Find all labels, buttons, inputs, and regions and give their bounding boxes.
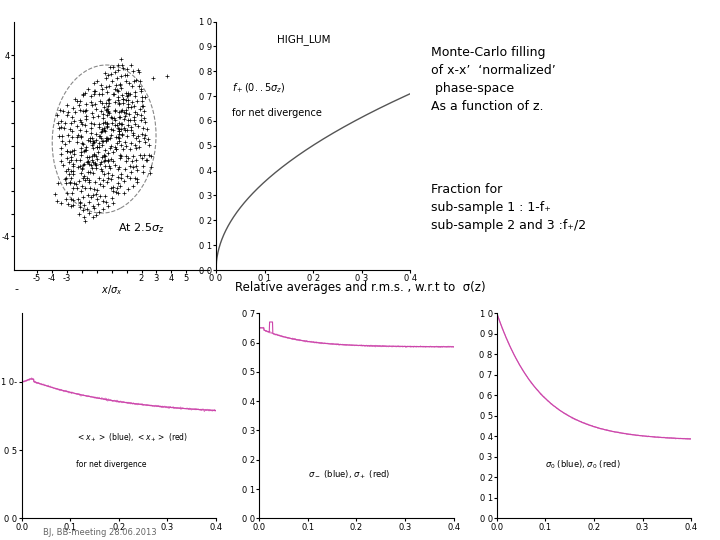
Text: BJ, BB-meeting 28.06.2013: BJ, BB-meeting 28.06.2013 bbox=[43, 528, 157, 537]
Text: Fraction for
sub-sample 1 : 1-f₊
sub-sample 2 and 3 :f₊/2: Fraction for sub-sample 1 : 1-f₊ sub-sam… bbox=[431, 183, 585, 232]
Text: for net divergence: for net divergence bbox=[76, 460, 147, 469]
X-axis label: $x/\sigma_x$: $x/\sigma_x$ bbox=[101, 283, 122, 297]
Text: $\sigma_-$ (blue), $\sigma_+$ (red): $\sigma_-$ (blue), $\sigma_+$ (red) bbox=[308, 468, 390, 481]
Text: Relative averages and r.m.s. , w.r.t to  σ(z): Relative averages and r.m.s. , w.r.t to … bbox=[235, 281, 485, 294]
Text: -: - bbox=[14, 284, 19, 294]
Text: HIGH_LUM: HIGH_LUM bbox=[276, 34, 330, 45]
Y-axis label: $x'/\sigma_x$: $x'/\sigma_x$ bbox=[0, 134, 2, 158]
Text: $f_+(0..5\sigma_z)$: $f_+(0..5\sigma_z)$ bbox=[232, 82, 285, 95]
Text: for net divergence: for net divergence bbox=[232, 108, 321, 118]
Text: At 2.5$\sigma_z$: At 2.5$\sigma_z$ bbox=[118, 221, 165, 235]
Text: $< x_+ >$ (blue), $< x_+ >$ (red): $< x_+ >$ (blue), $< x_+ >$ (red) bbox=[76, 431, 188, 444]
Text: $\sigma_0$ (blue), $\sigma_0$ (red): $\sigma_0$ (blue), $\sigma_0$ (red) bbox=[546, 458, 621, 470]
Text: Monte-Carlo filling
of x-x’  ‘normalized’
 phase-space
As a function of z.: Monte-Carlo filling of x-x’ ‘normalized’… bbox=[431, 46, 555, 113]
